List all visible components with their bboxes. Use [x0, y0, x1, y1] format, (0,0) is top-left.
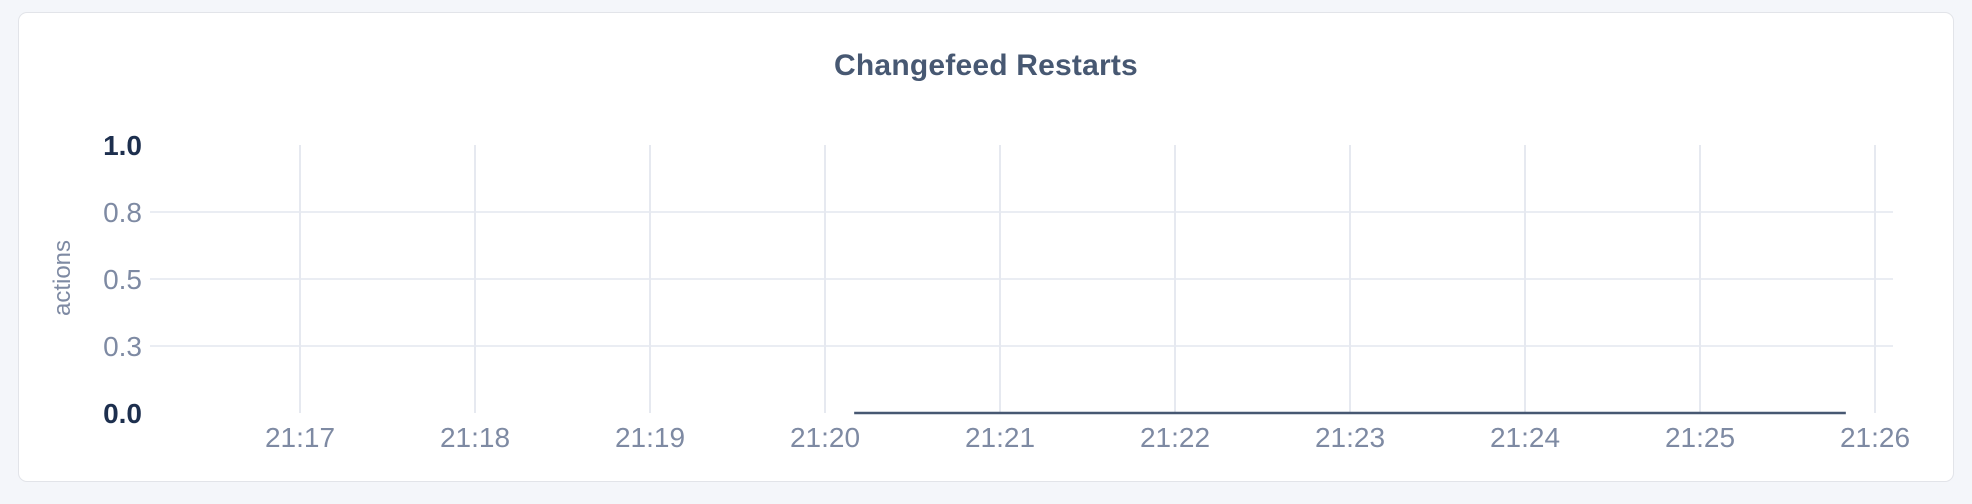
x-tick-label: 21:25	[1665, 422, 1735, 453]
x-tick-label: 21:26	[1840, 422, 1910, 453]
y-tick-label: 0.3	[103, 331, 142, 362]
x-tick-label: 21:17	[265, 422, 335, 453]
chart-card: Changefeed Restarts actions	[18, 12, 1954, 482]
x-tick-label: 21:18	[440, 422, 510, 453]
x-tick-label: 21:20	[790, 422, 860, 453]
x-tick-label: 21:21	[965, 422, 1035, 453]
x-tick-label: 21:23	[1315, 422, 1385, 453]
y-tick-label: 1.0	[103, 130, 142, 161]
x-tick-label: 21:19	[615, 422, 685, 453]
x-tick-label: 21:22	[1140, 422, 1210, 453]
x-tick-label: 21:24	[1490, 422, 1560, 453]
y-tick-label: 0.5	[103, 264, 142, 295]
y-tick-label: 0.0	[103, 398, 142, 429]
y-tick-label: 0.8	[103, 197, 142, 228]
chart-title: Changefeed Restarts	[834, 49, 1138, 82]
